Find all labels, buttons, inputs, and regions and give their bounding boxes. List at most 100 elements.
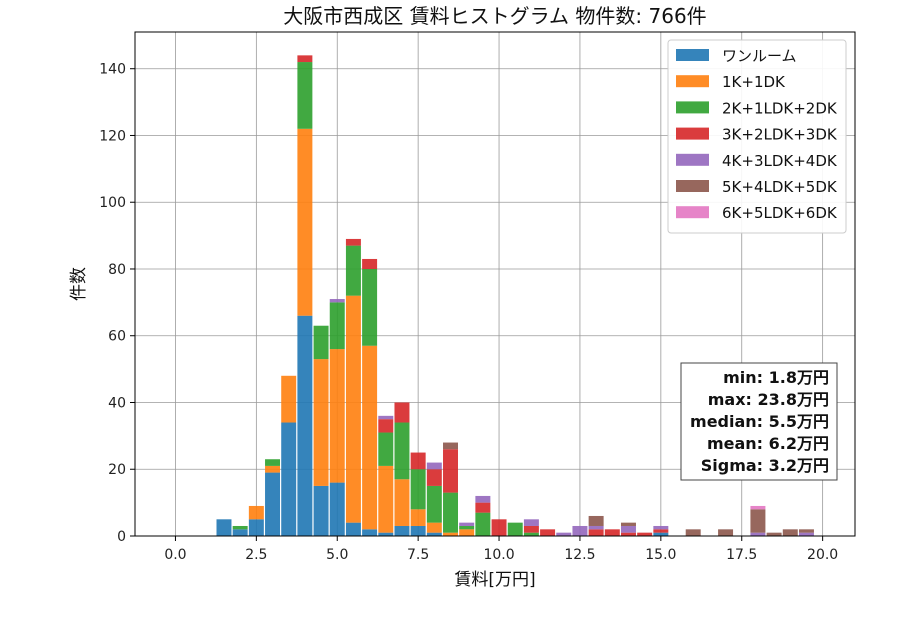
bar-segment: [410, 469, 426, 510]
bar-segment: [297, 62, 313, 129]
bar-segment: [410, 525, 426, 536]
bar-segment: [475, 502, 491, 513]
bar-segment: [637, 532, 653, 536]
bar-segment: [443, 532, 458, 536]
x-tick-label: 17.5: [726, 547, 757, 563]
legend-label: 5K+4LDK+5DK: [722, 178, 838, 196]
bar-segment: [297, 128, 313, 316]
x-tick-label: 15.0: [645, 547, 676, 563]
bar-segment: [459, 525, 475, 530]
bar-segment: [410, 452, 426, 470]
bar-segment: [281, 422, 297, 536]
stats-line: Sigma: 3.2万円: [701, 456, 829, 475]
bar-segment: [766, 532, 782, 536]
legend-swatch: [676, 180, 709, 192]
y-tick-label: 80: [108, 262, 126, 278]
bar-segment: [426, 485, 442, 523]
bar-segment: [297, 315, 313, 536]
bar-segment: [620, 532, 636, 536]
x-tick-label: 5.0: [326, 547, 348, 563]
bar-segment: [362, 258, 378, 269]
stats-line: mean: 6.2万円: [707, 434, 829, 453]
bar-segment: [475, 512, 491, 536]
legend-label: 2K+1LDK+2DK: [722, 99, 838, 117]
bar-segment: [620, 522, 636, 526]
bar-segment: [443, 492, 458, 533]
legend-swatch: [676, 127, 709, 140]
bar-segment: [443, 449, 458, 493]
bar-segment: [443, 442, 458, 450]
bar-segment: [556, 532, 572, 536]
bar-segment: [378, 532, 394, 536]
bar-segment: [523, 525, 539, 533]
bar-segment: [378, 432, 394, 466]
bar-segment: [653, 529, 669, 533]
bar-segment: [232, 529, 248, 536]
bar-segment: [426, 462, 442, 470]
bar-segment: [329, 299, 345, 303]
bar-segment: [265, 459, 281, 466]
bar-segment: [248, 505, 264, 520]
stats-line: median: 5.5万円: [690, 412, 829, 431]
y-axis-ticks: 0 20 40 60 80 100 120 140: [99, 62, 135, 545]
bar-segment: [378, 415, 394, 420]
bar-segment: [329, 482, 345, 536]
bar-segment: [653, 525, 669, 530]
y-axis-label: 件数: [69, 267, 89, 301]
bar-segment: [394, 479, 410, 526]
bar-segment: [507, 522, 523, 536]
bars-group: [216, 55, 814, 536]
x-axis-ticks: 0.0 2.5 5.0 7.5 10.0 12.5 15.0 17.5 20.0: [164, 536, 838, 563]
legend-swatch: [676, 206, 709, 219]
y-tick-label: 100: [99, 195, 126, 211]
bar-segment: [394, 422, 410, 480]
legend-label: 6K+5LDK+6DK: [722, 204, 838, 222]
bar-segment: [475, 495, 491, 503]
bar-segment: [798, 529, 814, 533]
stats-line: min: 1.8万円: [723, 368, 829, 387]
bar-segment: [394, 402, 410, 423]
bar-segment: [718, 529, 734, 536]
bar-segment: [523, 532, 539, 536]
bar-segment: [378, 419, 394, 433]
bar-segment: [459, 529, 475, 536]
bar-segment: [620, 525, 636, 533]
plot-frame: [134, 31, 856, 537]
x-tick-label: 12.5: [564, 547, 595, 563]
bar-segment: [216, 519, 232, 536]
legend-swatch: [676, 75, 709, 88]
x-tick-label: 10.0: [483, 547, 514, 563]
bar-segment: [281, 375, 297, 423]
bar-segment: [345, 238, 361, 246]
bar-segment: [378, 465, 394, 533]
x-axis-label: 賃料[万円]: [454, 570, 535, 590]
bar-segment: [588, 529, 604, 536]
stats-box: min: 1.8万円 max: 23.8万円 median: 5.5万円 mean: …: [680, 362, 838, 481]
bar-segment: [313, 325, 329, 360]
x-tick-label: 2.5: [245, 547, 267, 563]
bar-segment: [588, 525, 604, 530]
bar-segment: [345, 245, 361, 296]
bar-segment: [362, 345, 378, 530]
stats-line: max: 23.8万円: [708, 390, 829, 409]
bar-segment: [685, 529, 701, 536]
x-tick-label: 20.0: [807, 547, 838, 563]
legend-box: [667, 39, 847, 234]
bar-segment: [782, 529, 798, 536]
legend-swatch: [676, 153, 709, 166]
legend-label: 1K+1DK: [722, 73, 786, 91]
stats-frame: [680, 362, 838, 481]
legend-label: 4K+3LDK+4DK: [722, 152, 838, 170]
bar-segment: [426, 522, 442, 533]
y-tick-label: 140: [99, 62, 126, 78]
legend-swatch: [676, 101, 709, 114]
legend-swatch: [676, 49, 709, 61]
bar-segment: [459, 522, 475, 526]
bar-segment: [750, 505, 766, 510]
legend: ワンルーム 1K+1DK 2K+1LDK+2DK 3K+2LDK+3DK 4K+3LDK…: [667, 39, 847, 234]
bar-segment: [540, 529, 556, 536]
x-tick-label: 7.5: [407, 547, 429, 563]
y-tick-label: 0: [117, 529, 126, 545]
bar-segment: [232, 525, 248, 530]
